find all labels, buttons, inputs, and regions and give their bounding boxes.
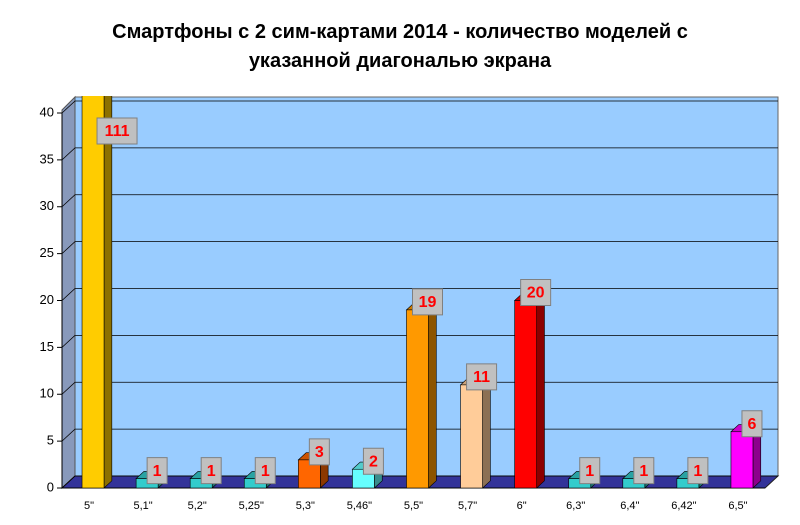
y-tick-label: 40: [40, 104, 54, 119]
value-label-box: [200, 457, 222, 485]
x-tick-label: 5": [84, 500, 94, 512]
value-label: 3: [315, 444, 324, 461]
y-tick-label: 30: [40, 198, 54, 213]
grid-line: [61, 241, 778, 254]
value-label: 1: [207, 463, 216, 480]
value-label-box: [96, 117, 138, 145]
grid-line: [61, 147, 778, 161]
y-tick-label: 0: [47, 479, 54, 494]
value-label: 6: [748, 416, 757, 433]
x-tick-label: 5,5": [404, 500, 423, 512]
value-label-box: [741, 410, 763, 438]
value-label: 2: [369, 453, 378, 470]
value-label: 1: [585, 463, 594, 480]
value-label-box: [254, 457, 276, 485]
value-label-box: [362, 447, 384, 475]
bar: [406, 309, 429, 489]
value-label-box: [687, 457, 709, 485]
value-label: 111: [105, 123, 130, 140]
side-wall: [61, 95, 76, 490]
value-label-box: [146, 457, 168, 485]
x-tick-label: 5,2": [188, 500, 207, 512]
x-tick-label: 6,4": [620, 500, 639, 512]
x-tick-label: 6": [517, 500, 527, 512]
value-label: 1: [693, 463, 702, 480]
value-label-box: [466, 363, 498, 391]
bar-side: [428, 301, 437, 489]
value-label: 1: [153, 463, 162, 480]
bar-side: [536, 292, 545, 489]
bar-side: [482, 376, 491, 489]
x-tick-label: 6,3": [566, 500, 585, 512]
value-label-box: [633, 457, 655, 485]
x-tick-label: 5,46": [347, 500, 372, 512]
y-tick-label: 10: [40, 386, 54, 401]
value-label: 11: [473, 369, 490, 386]
value-label-box: [520, 279, 552, 306]
grid-line: [61, 100, 778, 114]
chart-title: Смартфоны с 2 сим-картами 2014 - количес…: [112, 21, 688, 72]
bar-side: [103, 96, 113, 489]
value-label-box: [308, 438, 330, 466]
y-tick-label: 35: [40, 151, 54, 166]
y-tick-label: 25: [40, 245, 54, 260]
bar: [730, 431, 754, 489]
x-tick-label: 5,3": [296, 500, 315, 512]
x-tick-label: 5,7": [458, 500, 477, 512]
bar: [514, 300, 537, 489]
y-tick-label: 15: [40, 339, 54, 354]
x-tick-label: 5,25": [239, 500, 264, 512]
value-label-box: [579, 457, 601, 485]
x-tick-label: 5,1": [134, 500, 153, 512]
value-label: 19: [419, 294, 437, 311]
value-label: 1: [639, 463, 648, 480]
y-tick-label: 5: [47, 433, 54, 448]
grid-line: [61, 194, 778, 208]
labels: 05101520253035405"1115,1"15,2"15,25"15,3…: [40, 104, 763, 512]
bar: [81, 96, 105, 489]
x-tick-label: 6,5": [728, 500, 747, 512]
value-label: 20: [527, 285, 545, 302]
value-label-box: [412, 288, 443, 316]
x-tick-label: 6,42": [671, 500, 696, 512]
bar: [460, 384, 483, 489]
y-tick-label: 20: [40, 292, 54, 307]
value-label: 1: [261, 463, 270, 480]
